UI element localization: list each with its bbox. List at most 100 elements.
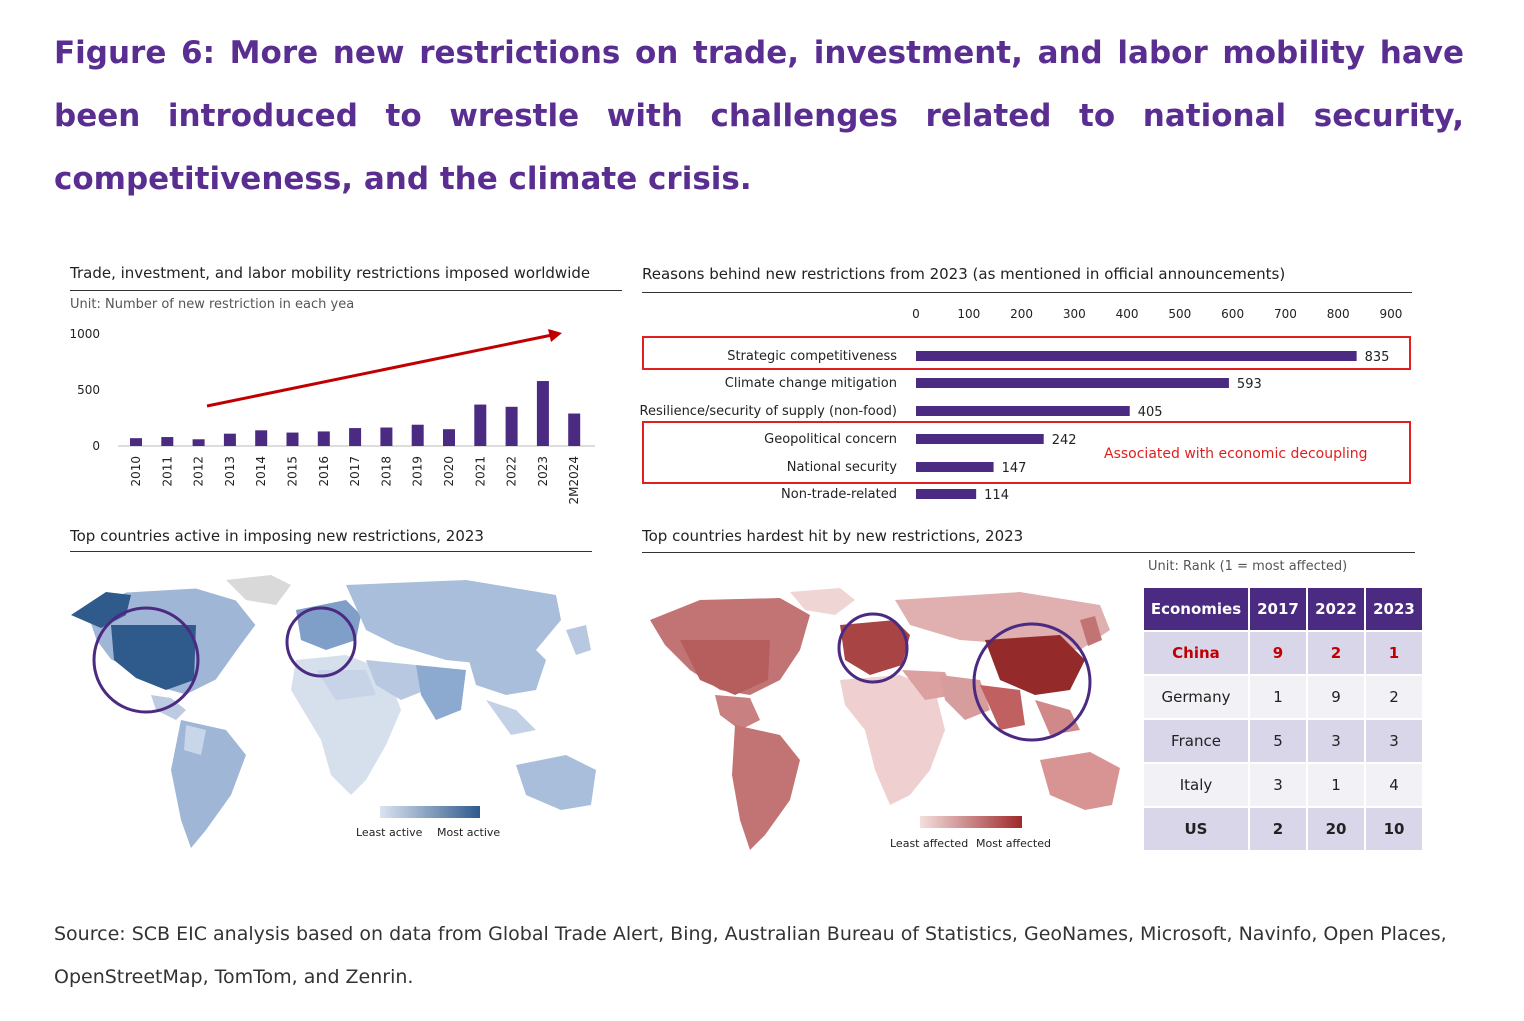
col-economies: Economies [1142,586,1250,632]
x-tick-label: 2011 [160,456,174,487]
x-tick-label: 0 [912,307,920,321]
cell-economy: China [1142,630,1250,676]
bar [255,430,268,446]
bar [443,429,455,446]
x-tick-label: 2019 [411,456,425,487]
cell-rank: 2 [1306,630,1366,676]
cell-rank: 9 [1306,674,1366,720]
cell-rank: 2 [1364,674,1424,720]
cell-rank: 3 [1364,718,1424,764]
bar [192,439,205,446]
y-tick-label: 0 [92,439,100,453]
europe-highlight-circle [285,606,357,678]
reasons-chart: 0 100 200 300 400 500 600 700 800 900 Strategic co… [640,307,1411,503]
rank-table-unit: Unit: Rank (1 = most affected) [1148,559,1348,574]
rank-table: Economies 2017 2022 2023 China 9 2 1 German… [1142,586,1424,852]
x-tick-label: 2017 [348,456,362,487]
affected-legend-high: Most affected [976,837,1051,850]
cell-rank: 20 [1306,806,1366,852]
rank-table-header: Economies 2017 2022 2023 [1142,586,1424,632]
bar [536,381,549,446]
bar [568,413,581,446]
x-tick-label: 2022 [505,456,519,487]
value-label: 835 [1365,350,1390,365]
x-tick-label: 100 [957,307,980,321]
x-tick-label: 700 [1274,307,1297,321]
china-highlight-circle [972,622,1092,742]
source-note: Source: SCB EIC analysis based on data f… [54,923,1447,988]
active-map: Least active Most active [71,575,596,848]
x-tick-label: 2014 [254,456,268,487]
highlight-box-strategic [642,336,1411,370]
y-tick-label: 500 [77,383,100,397]
x-tick-label: 300 [1063,307,1086,321]
table-row: France 5 3 3 [1142,718,1424,764]
europe-highlight-circle-2 [837,612,909,684]
category-label: Non-trade-related [781,487,897,502]
col-2022: 2022 [1306,586,1366,632]
trend-arrow-line [206,333,553,408]
x-tick-label: 200 [1010,307,1033,321]
value-label: 405 [1138,405,1163,420]
x-tick-label: 600 [1221,307,1244,321]
cell-rank: 4 [1364,762,1424,808]
figure-title: Figure 6: More new restrictions on trade… [54,35,1464,197]
cell-rank: 1 [1248,674,1308,720]
bar [411,424,424,446]
usa-shape [111,625,196,690]
x-tick-label: 400 [1116,307,1139,321]
cell-economy: Italy [1142,762,1250,808]
value-label: 242 [1052,433,1077,448]
value-label: 593 [1237,377,1262,392]
col-2017: 2017 [1248,586,1308,632]
cell-rank: 10 [1364,806,1424,852]
x-tick-label: 2023 [536,456,550,487]
trend-arrow-head [548,329,562,342]
bar [916,351,1357,361]
cell-rank: 3 [1306,718,1366,764]
bar [130,438,142,446]
active-map-title: Top countries active in imposing new res… [70,527,484,545]
active-map-land [71,575,596,848]
x-tick-label: 2020 [442,456,456,487]
bar [505,406,518,446]
x-tick-label: 2012 [192,456,206,487]
value-label: 114 [984,488,1009,503]
reasons-chart-title: Reasons behind new restrictions from 202… [642,265,1286,283]
x-tick-label: 2010 [129,456,143,487]
bar [916,462,994,472]
x-tick-label: 2M2024 [567,456,581,505]
x-tick-label: 900 [1379,307,1402,321]
cell-rank: 2 [1248,806,1308,852]
category-label: Climate change mitigation [725,376,897,391]
reasons-chart-title-rule [642,292,1412,293]
highlight-box-decoupling [642,421,1411,484]
bar-chart-title-rule [70,290,622,291]
cell-economy: Germany [1142,674,1250,720]
category-label: Strategic competitiveness [727,349,897,364]
cell-economy: US [1142,806,1250,852]
bar-chart-title: Trade, investment, and labor mobility re… [70,264,591,282]
affected-map-title-rule [642,552,1415,553]
affected-map: Least affected Most affected [650,588,1120,850]
bar [286,432,299,446]
bar [161,437,174,446]
bar-chart: 0 500 1000 2010 2011 2012 2013 2014 2015 2016 2017… [69,327,595,505]
affected-legend-low: Least affected [890,837,968,850]
cell-rank: 1 [1306,762,1366,808]
x-tick-label: 2016 [317,456,331,487]
value-label: 147 [1002,461,1027,476]
category-label: National security [787,460,898,475]
bar [349,428,362,446]
active-legend-low: Least active [356,826,423,839]
affected-map-title: Top countries hardest hit by new restric… [642,527,1024,545]
x-tick-label: 2021 [473,456,487,487]
category-label: Geopolitical concern [764,432,897,447]
x-tick-label: 2013 [223,456,237,487]
cell-economy: France [1142,718,1250,764]
x-tick-label: 500 [1168,307,1191,321]
col-2023: 2023 [1364,586,1424,632]
x-tick-label: 2015 [286,456,300,487]
category-label: Resilience/security of supply (non-food) [640,404,897,419]
china-shape [985,635,1085,695]
